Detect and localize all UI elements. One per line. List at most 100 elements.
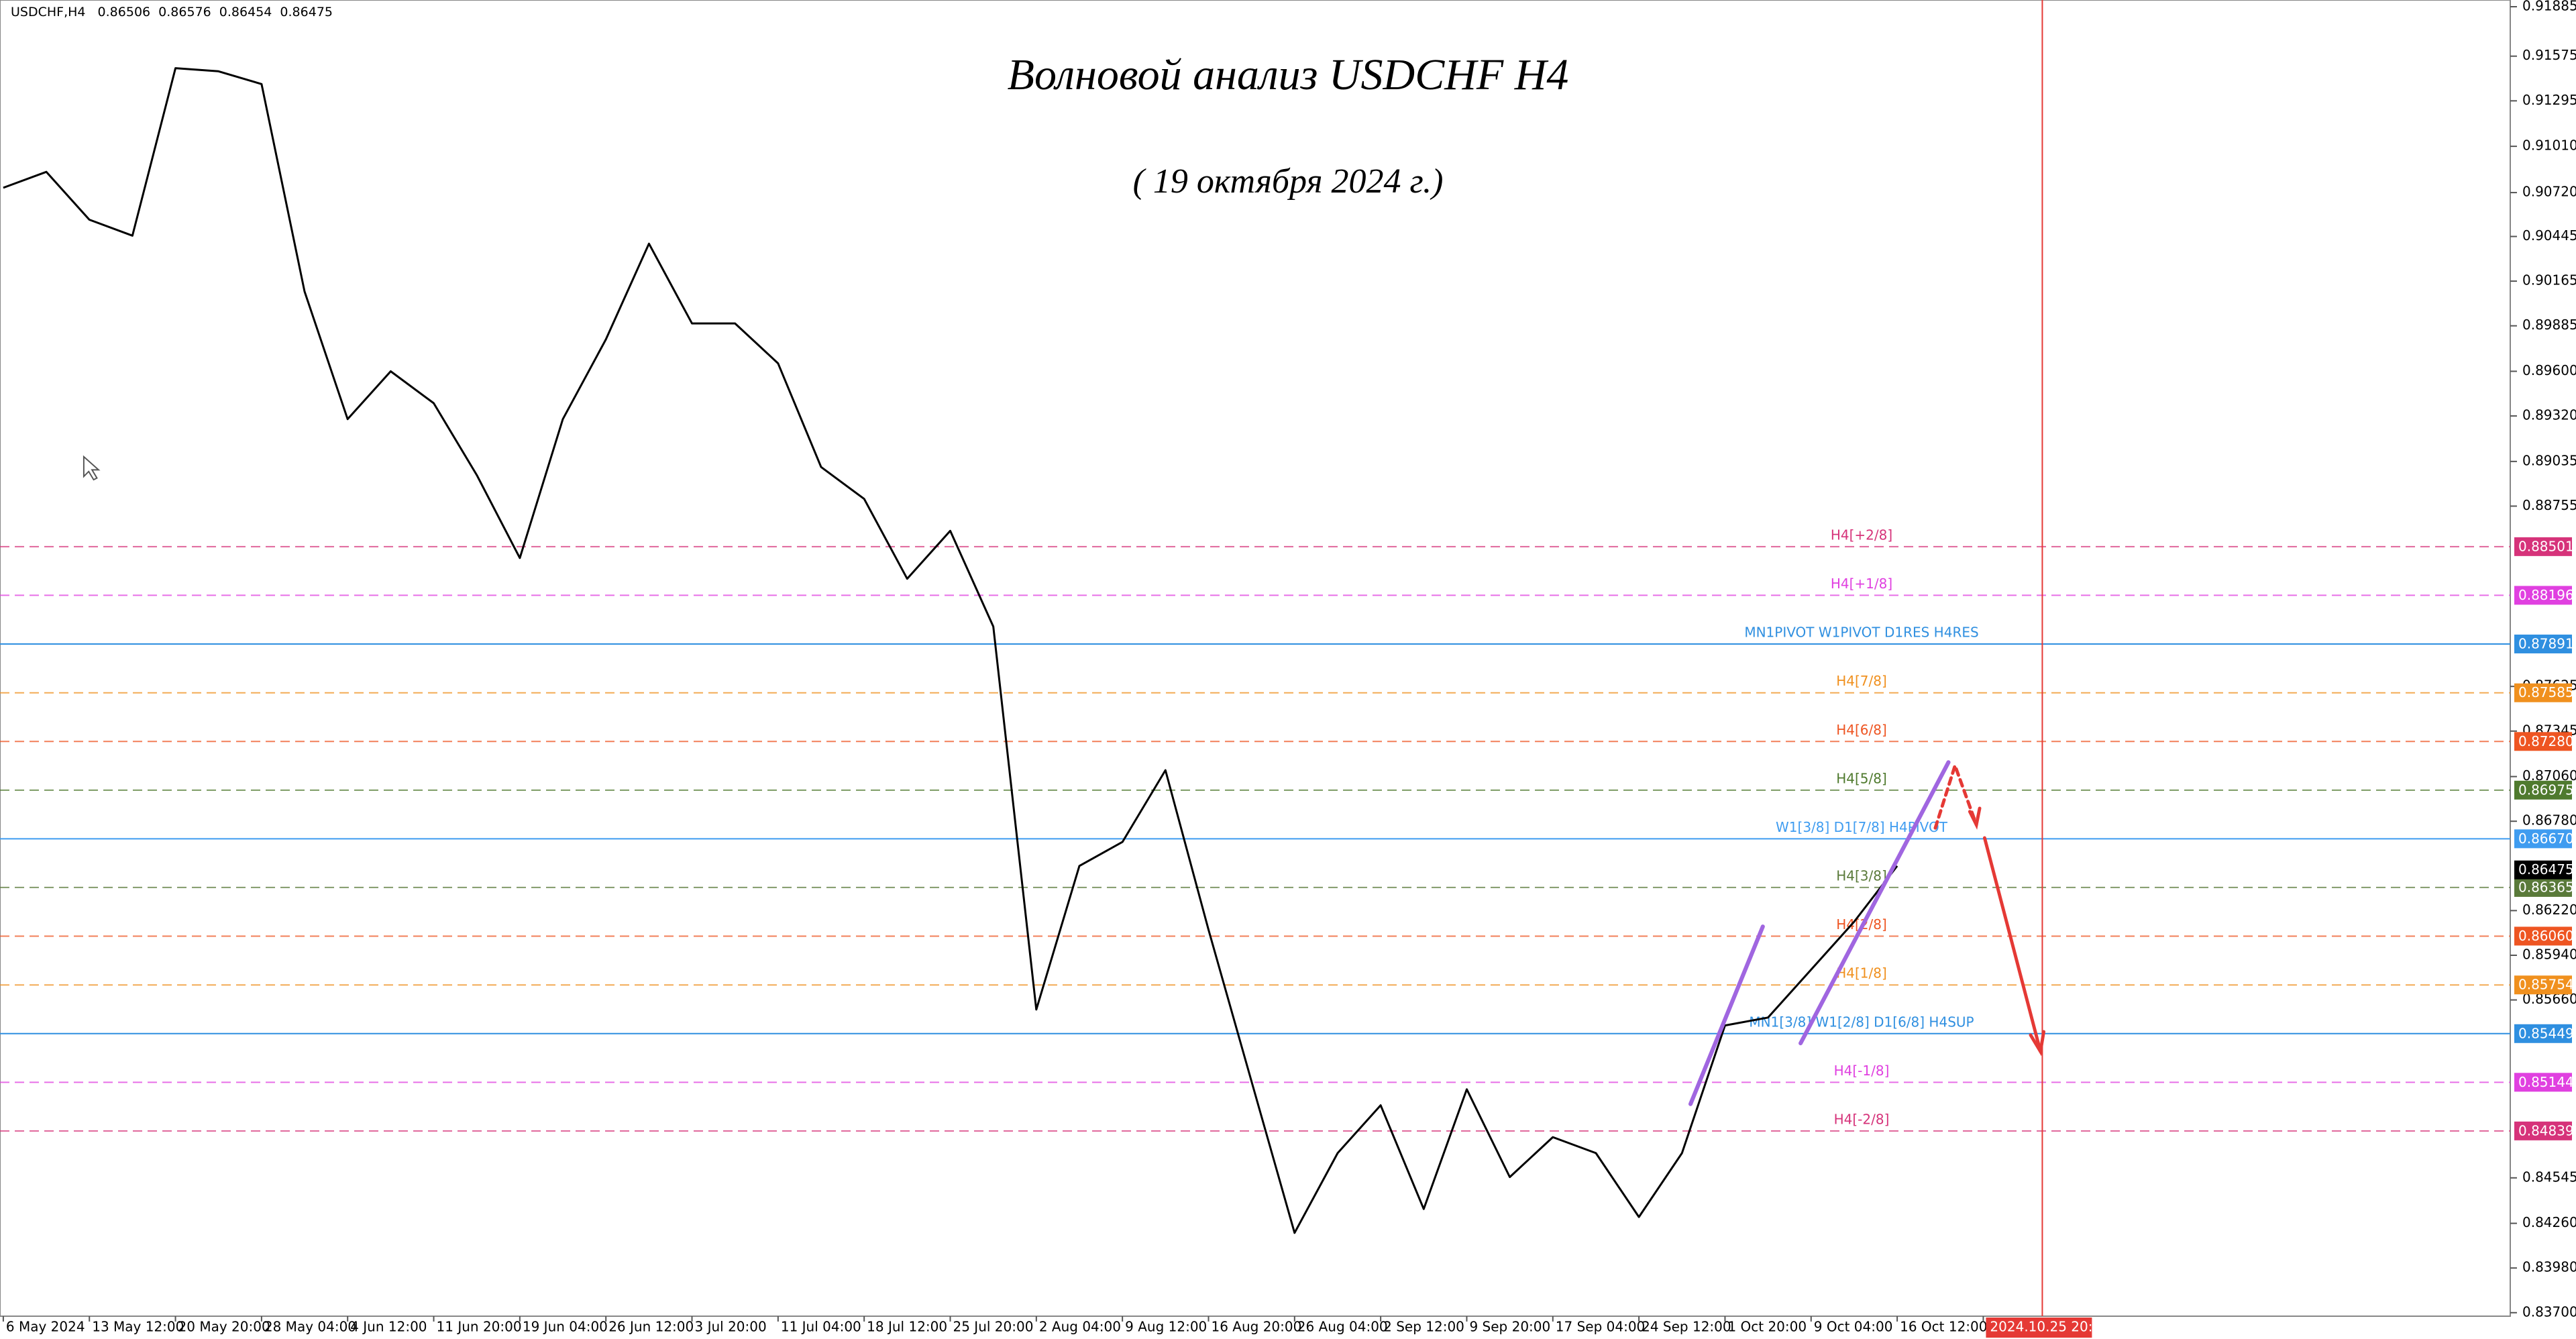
level-price-box bbox=[2514, 586, 2572, 605]
cursor bbox=[83, 455, 101, 481]
wave-line bbox=[1688, 924, 1765, 1106]
y-tick-label: 0.91295 bbox=[2522, 92, 2576, 108]
arrow-head bbox=[1968, 806, 1982, 830]
x-tick-label: 9 Oct 04:00 bbox=[1814, 1319, 1893, 1335]
level-price-label: 0.85449 bbox=[2518, 1025, 2574, 1041]
y-tick-label: 0.89320 bbox=[2522, 407, 2576, 423]
x-tick-label: 9 Sep 20:00 bbox=[1469, 1319, 1550, 1335]
level-price-box bbox=[2514, 975, 2572, 995]
level-price-box bbox=[2514, 1121, 2572, 1140]
chart-subtitle: ( 19 октября 2024 г.) bbox=[1133, 162, 1444, 201]
level-price-label: 0.87585 bbox=[2518, 684, 2574, 700]
level-label: H4[-1/8] bbox=[1834, 1063, 1890, 1079]
wave-line bbox=[1799, 760, 1951, 1046]
x-tick-label: 24 Sep 12:00 bbox=[1642, 1319, 1731, 1335]
y-tick-label: 0.90720 bbox=[2522, 184, 2576, 200]
y-tick-label: 0.90165 bbox=[2522, 272, 2576, 288]
price-line bbox=[3, 67, 1898, 1234]
y-tick-label: 0.89600 bbox=[2522, 362, 2576, 378]
level-label: H4[5/8] bbox=[1836, 770, 1887, 786]
x-tick-label: 11 Jun 20:00 bbox=[437, 1319, 522, 1335]
x-tick-label: 16 Aug 20:00 bbox=[1211, 1319, 1301, 1335]
y-tick-label: 0.91885 bbox=[2522, 0, 2576, 13]
y-tick-label: 0.89035 bbox=[2522, 452, 2576, 468]
level-label: H4[+1/8] bbox=[1831, 576, 1892, 592]
x-tick-label: 26 Aug 04:00 bbox=[1297, 1319, 1388, 1335]
level-price-label: 0.86975 bbox=[2518, 782, 2574, 798]
level-price-box bbox=[2514, 732, 2572, 751]
x-tick-label: 19 Jun 04:00 bbox=[523, 1319, 608, 1335]
x-tick-label: 13 May 12:00 bbox=[92, 1319, 184, 1335]
level-label: MN1PIVOT W1PIVOT D1RES H4RES bbox=[1744, 624, 1978, 640]
y-tick-label: 0.88755 bbox=[2522, 497, 2576, 513]
x-tick-label: 25 Jul 20:00 bbox=[953, 1319, 1034, 1335]
level-label: H4[+2/8] bbox=[1831, 527, 1892, 543]
symbol: USDCHF,H4 bbox=[11, 5, 86, 19]
y-tick-label: 0.84260 bbox=[2522, 1214, 2576, 1230]
x-tick-label: 16 Oct 12:00 bbox=[1900, 1319, 1987, 1335]
forecast-dashed bbox=[1933, 760, 1978, 830]
x-tick-label: 3 Jul 20:00 bbox=[695, 1319, 767, 1335]
levels: H4[+2/8] H4[+1/8] MN1PIVOT W1PIVOT D1RES H… bbox=[0, 527, 2510, 1132]
close: 0.86475 bbox=[280, 5, 333, 19]
y-tick-label: 0.85940 bbox=[2522, 946, 2576, 962]
level-price-label: 0.88501 bbox=[2518, 538, 2574, 554]
y-tick-label: 0.84545 bbox=[2522, 1169, 2576, 1185]
level-label: H4[1/8] bbox=[1836, 965, 1887, 981]
x-tick-label: 2 Aug 04:00 bbox=[1039, 1319, 1121, 1335]
high: 0.86576 bbox=[158, 5, 211, 19]
low: 0.86454 bbox=[219, 5, 272, 19]
y-tick-label: 0.91575 bbox=[2522, 47, 2576, 63]
level-price-label: 0.88196 bbox=[2518, 587, 2574, 603]
x-tick-label: 20 May 20:00 bbox=[178, 1319, 270, 1335]
level-price-box bbox=[2514, 877, 2572, 897]
y-tick-label: 0.90445 bbox=[2522, 227, 2576, 244]
header: USDCHF,H4 0.86506 0.86576 0.86454 0.8647… bbox=[11, 5, 333, 19]
price-layer bbox=[3, 67, 1898, 1234]
wave-annotations bbox=[83, 455, 2046, 1106]
level-price-box bbox=[2514, 537, 2572, 556]
y-tick-label: 0.86220 bbox=[2522, 902, 2576, 918]
level-price-box bbox=[2514, 926, 2572, 946]
last-price-label: 0.86475 bbox=[2518, 861, 2574, 877]
level-price-box bbox=[2514, 1073, 2572, 1092]
last-price-box bbox=[2514, 860, 2572, 879]
level-price-label: 0.86060 bbox=[2518, 928, 2574, 944]
x-tick-label: 18 Jul 12:00 bbox=[867, 1319, 947, 1335]
level-label: MN1[3/8] W1[2/8] D1[6/8] H4SUP bbox=[1749, 1014, 1974, 1030]
level-price-label: 0.85144 bbox=[2518, 1074, 2574, 1090]
level-price-label: 0.87280 bbox=[2518, 733, 2574, 749]
level-price-label: 0.84839 bbox=[2518, 1122, 2574, 1138]
x-tick-label: 11 Jul 04:00 bbox=[781, 1319, 861, 1335]
level-price-box bbox=[2514, 780, 2572, 800]
x-tick-label: 1 Oct 20:00 bbox=[1727, 1319, 1807, 1335]
x-tick-label: 26 Jun 12:00 bbox=[608, 1319, 694, 1335]
y-tick-label: 0.91010 bbox=[2522, 138, 2576, 154]
level-price-label: 0.86365 bbox=[2518, 879, 2574, 895]
level-label: H4[3/8] bbox=[1836, 867, 1887, 883]
x-tick-label: 4 Jun 12:00 bbox=[350, 1319, 427, 1335]
chart-title: Волновой анализ USDCHF H4 bbox=[1008, 50, 1569, 99]
level-label: W1[3/8] D1[7/8] H4PIVOT bbox=[1776, 819, 1948, 835]
y-tick-label: 0.83700 bbox=[2522, 1303, 2576, 1320]
x-tick-label: 17 Sep 04:00 bbox=[1556, 1319, 1646, 1335]
level-label: H4[-2/8] bbox=[1834, 1111, 1890, 1127]
current-time-box bbox=[1986, 1318, 2092, 1338]
open: 0.86506 bbox=[98, 5, 151, 19]
level-label: H4[6/8] bbox=[1836, 722, 1887, 738]
level-price-label: 0.87891 bbox=[2518, 635, 2574, 651]
level-price-label: 0.85754 bbox=[2518, 977, 2574, 993]
x-tick-label: 9 Aug 12:00 bbox=[1125, 1319, 1207, 1335]
level-price-box bbox=[2514, 683, 2572, 702]
forecast-line bbox=[1982, 836, 2043, 1053]
x-tick-label: 2 Sep 12:00 bbox=[1383, 1319, 1464, 1335]
level-label: H4[7/8] bbox=[1836, 673, 1887, 689]
level-price-label: 0.86670 bbox=[2518, 831, 2574, 847]
level-price-box bbox=[2514, 829, 2572, 849]
y-tick-label: 0.89885 bbox=[2522, 317, 2576, 333]
y-tick-label: 0.86780 bbox=[2522, 812, 2576, 828]
x-tick-label: 6 May 2024 bbox=[6, 1319, 85, 1335]
